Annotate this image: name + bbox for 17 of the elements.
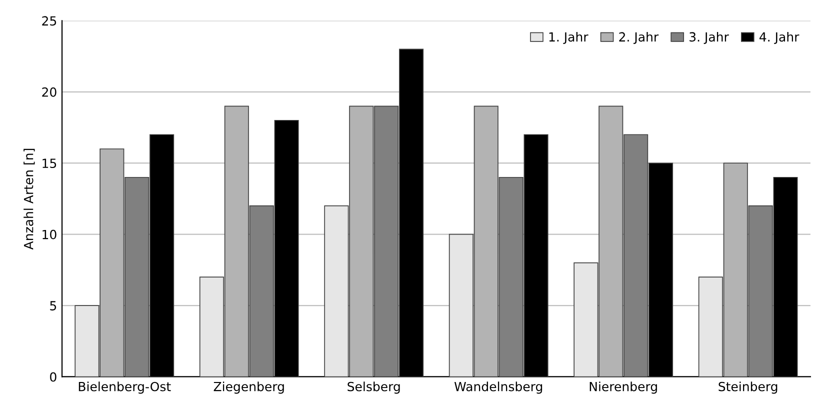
- y-tick-label: 25: [42, 16, 56, 26]
- x-tick-label: Ziegenberg: [214, 382, 284, 394]
- legend-label: 1. Jahr: [549, 32, 588, 44]
- x-tick-label: Nierenberg: [590, 382, 657, 394]
- legend-label: 2. Jahr: [619, 32, 659, 44]
- y-axis-title: Anzahl Arten [n]: [24, 148, 35, 250]
- x-tick-label: Wandelnsberg: [454, 382, 542, 394]
- y-tick-label: 0: [50, 372, 56, 382]
- y-tick-label: 10: [42, 230, 56, 240]
- x-tick-label: Selsberg: [348, 382, 400, 394]
- y-tick-label: 5: [50, 301, 56, 310]
- y-tick-label: 20: [42, 87, 56, 97]
- legend-label: 4. Jahr: [760, 32, 800, 44]
- x-tick-label: Bielenberg-Ost: [78, 382, 171, 394]
- legend-label: 3. Jahr: [690, 32, 729, 44]
- x-tick-label: Steinberg: [718, 382, 778, 394]
- y-tick-label: 15: [42, 158, 56, 168]
